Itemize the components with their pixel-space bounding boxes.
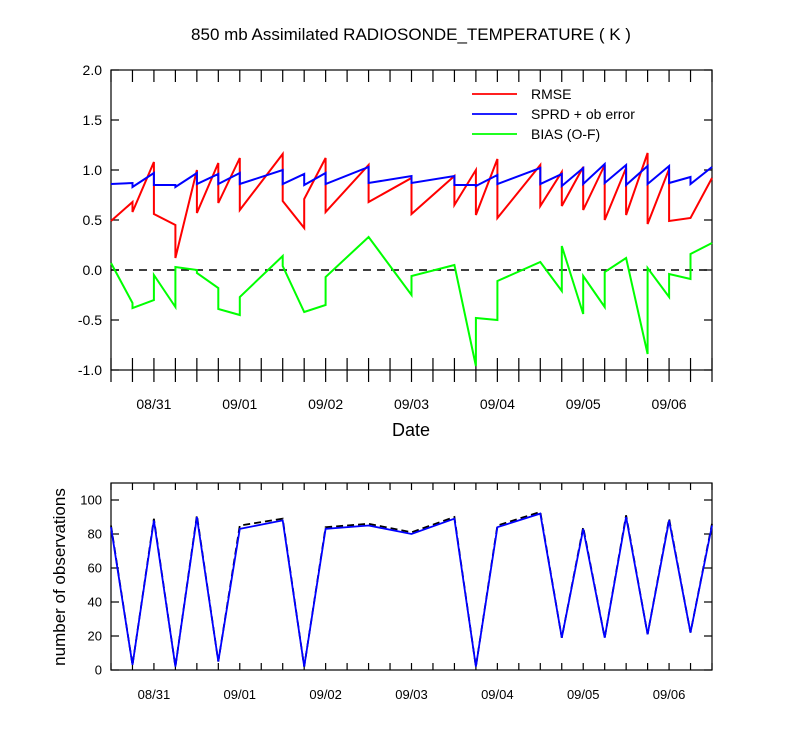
legend-label-0: RMSE [531,86,571,102]
bottom-panel: 0 20 40 60 80 100 08/31 09/01 09/02 09/03 09/04 09/… [80,482,713,702]
x-tick-label-2: 09/02 [308,396,343,412]
legend-label-2: BIAS (O-F) [531,126,600,142]
x-tick-label-0: 08/31 [136,396,171,412]
y-tick-label-1: 20 [88,629,102,644]
y-tick-label-5: 100 [80,493,102,508]
legend-label-1: SPRD + ob error [531,106,635,122]
y-tick-label-3: 0.5 [83,212,103,228]
top-x-axis-label: Date [392,420,430,440]
top-panel: -1.0 -0.5 0.0 0.5 1.0 1.5 2.0 08/31 09/01 09/02 09… [78,62,713,412]
plot-frame-1 [110,482,713,671]
y-tick-label-2: 0.0 [83,262,103,278]
y-tick-label-3: 60 [88,561,102,576]
y-tick-label-0: 0 [95,663,102,678]
x-tick-label-5: 09/05 [566,396,601,412]
x-tick-label-6: 09/06 [653,687,686,702]
x-tick-label-4: 09/04 [480,396,515,412]
x-tick-label-2: 09/02 [309,687,342,702]
series-line-possible [110,510,713,667]
x-tick-label-5: 09/05 [567,687,600,702]
series-line-sprd-ob-error [110,161,713,189]
chart-title: 850 mb Assimilated RADIOSONDE_TEMPERATUR… [191,25,631,44]
y-tick-label-4: 80 [88,527,102,542]
y-tick-label-6: 2.0 [83,62,103,78]
y-tick-label-0: -1.0 [78,362,102,378]
x-tick-label-0: 08/31 [138,687,171,702]
series-line-bias-o-f- [110,235,713,367]
series-line-assimilated [110,512,713,667]
y-tick-label-5: 1.5 [83,112,103,128]
y-tick-label-4: 1.0 [83,162,103,178]
x-tick-label-1: 09/01 [222,396,257,412]
x-tick-label-1: 09/01 [224,687,257,702]
x-tick-label-3: 09/03 [394,396,429,412]
bottom-y-axis-label: number of observations [50,488,69,666]
y-tick-label-1: -0.5 [78,312,102,328]
x-tick-label-4: 09/04 [481,687,514,702]
x-tick-label-3: 09/03 [395,687,428,702]
x-tick-label-6: 09/06 [652,396,687,412]
y-tick-label-2: 40 [88,595,102,610]
